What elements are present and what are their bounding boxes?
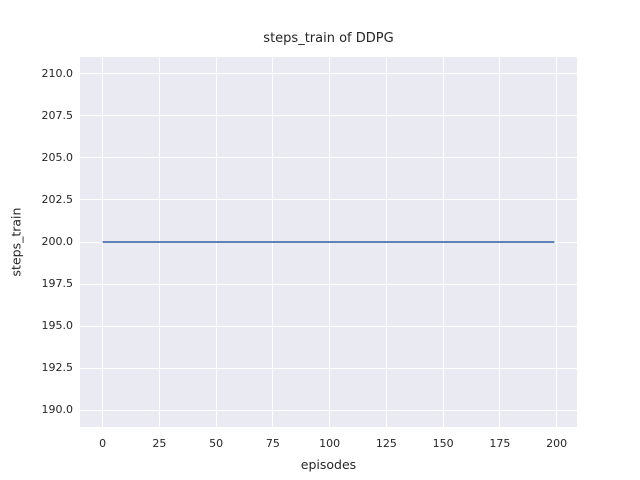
x-tick-label: 200 bbox=[546, 437, 568, 450]
x-tick-label: 0 bbox=[99, 437, 107, 450]
x-tick-label: 150 bbox=[432, 437, 454, 450]
y-tick-label: 192.5 bbox=[41, 361, 74, 375]
y-gridline bbox=[80, 157, 577, 159]
plot-area bbox=[80, 57, 577, 427]
y-tick-label: 202.5 bbox=[41, 192, 74, 206]
y-tick-label: 205.0 bbox=[41, 150, 74, 164]
y-gridline bbox=[80, 199, 577, 201]
y-tick-label: 190.0 bbox=[41, 403, 74, 417]
y-tick-label: 207.5 bbox=[41, 108, 74, 122]
y-gridline bbox=[80, 73, 577, 75]
x-tick-label: 175 bbox=[489, 437, 511, 450]
y-gridline bbox=[80, 325, 577, 327]
line-plot bbox=[102, 241, 555, 243]
x-tick-label: 25 bbox=[152, 437, 167, 450]
x-tick-label: 75 bbox=[265, 437, 280, 450]
x-tick-label: 100 bbox=[319, 437, 341, 450]
y-gridline bbox=[80, 367, 577, 369]
y-tick-label: 195.0 bbox=[41, 319, 74, 333]
y-tick-label: 210.0 bbox=[41, 66, 74, 80]
y-gridline bbox=[80, 409, 577, 411]
y-gridline bbox=[80, 115, 577, 117]
chart-title: steps_train of DDPG bbox=[263, 31, 394, 46]
x-tick-label: 50 bbox=[209, 437, 224, 450]
y-tick-label: 200.0 bbox=[41, 235, 74, 248]
y-tick-label: 197.5 bbox=[41, 277, 74, 291]
x-tick-label: 125 bbox=[375, 437, 397, 450]
y-gridline bbox=[80, 283, 577, 285]
x-axis-label: episodes bbox=[300, 457, 357, 472]
